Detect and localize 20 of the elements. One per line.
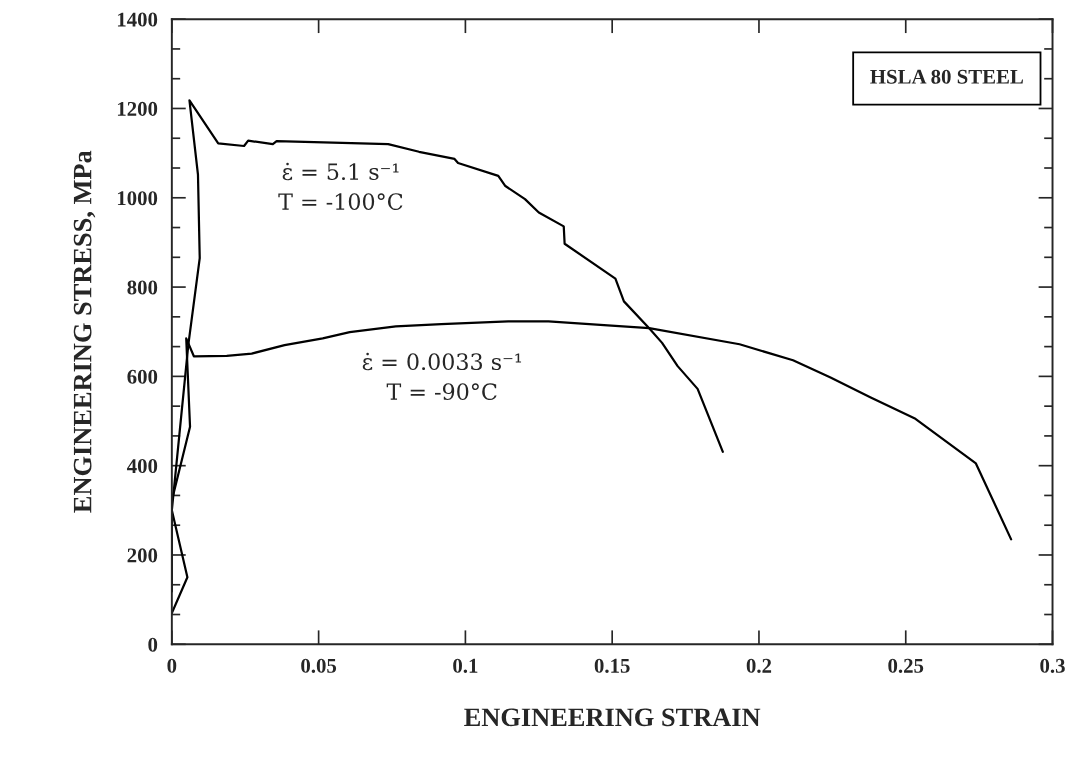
x-tick-label: 0.3: [1040, 658, 1065, 673]
x-tick-label: 0.15: [594, 658, 630, 673]
y-tick-label: 200: [127, 548, 158, 563]
y-tick-label: 0: [148, 637, 158, 652]
y-tick-label: 800: [127, 280, 158, 295]
annotation: HSLA 80 STEEL: [870, 69, 1023, 84]
y-tick-label: 600: [127, 369, 158, 384]
x-tick-label: 0.05: [301, 658, 337, 673]
y-tick-label: 1000: [117, 191, 158, 206]
x-tick-label: 0.2: [746, 658, 772, 673]
x-tick-label: 0.1: [453, 658, 478, 673]
y-tick-label: 1200: [117, 101, 158, 116]
x-tick-label: 0.25: [888, 658, 924, 673]
x-axis-title: ENGINEERING STRAIN: [464, 708, 761, 727]
annotation: ε̇ = 5.1 s⁻¹ T = -100°C: [278, 162, 403, 210]
annotation: ε̇ = 0.0033 s⁻¹ T = -90°C: [362, 352, 522, 401]
y-axis-title: ENGINEERING STRESS, MPa: [73, 150, 96, 513]
y-tick-label: 1400: [117, 12, 158, 27]
y-tick-label: 400: [126, 459, 158, 474]
x-tick-label: 0: [167, 658, 177, 673]
